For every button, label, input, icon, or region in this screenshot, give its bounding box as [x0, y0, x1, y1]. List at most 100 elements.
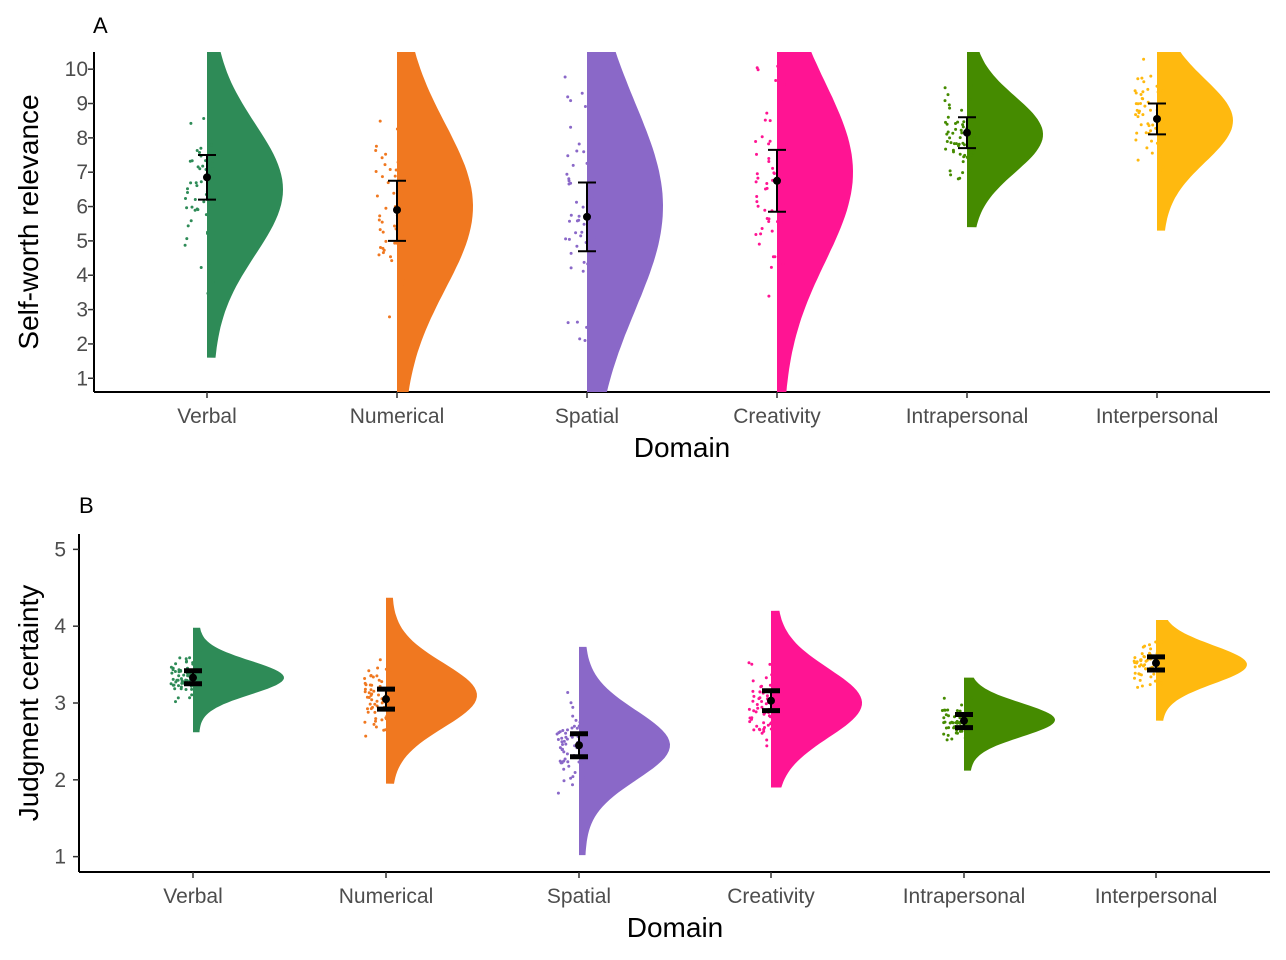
- y-tick-label: 2: [76, 333, 88, 356]
- data-point: [183, 243, 187, 247]
- data-point: [570, 726, 574, 730]
- data-point: [1133, 671, 1137, 675]
- data-point: [1152, 672, 1156, 676]
- data-point: [968, 98, 972, 101]
- data-point: [756, 706, 760, 710]
- data-point: [752, 694, 756, 698]
- data-point: [561, 747, 564, 751]
- data-point: [580, 780, 584, 784]
- data-point: [366, 707, 369, 711]
- data-point: [379, 246, 382, 249]
- data-point: [575, 726, 579, 730]
- data-point: [558, 746, 562, 750]
- data-point: [1136, 102, 1140, 106]
- data-point: [1160, 681, 1163, 685]
- data-point: [207, 227, 211, 231]
- data-point: [562, 767, 566, 771]
- data-point: [374, 717, 378, 721]
- data-point: [169, 682, 173, 686]
- data-point: [190, 205, 194, 209]
- data-point: [1150, 151, 1154, 155]
- data-point: [211, 159, 215, 163]
- data-point: [580, 784, 583, 788]
- data-point: [375, 699, 379, 703]
- data-point: [571, 705, 575, 709]
- data-point: [578, 723, 582, 727]
- data-point: [210, 143, 213, 147]
- data-point: [585, 743, 589, 747]
- data-point: [208, 261, 212, 265]
- data-point: [767, 220, 771, 223]
- data-point: [367, 669, 371, 673]
- data-point: [196, 165, 200, 169]
- density-violin-numerical: [386, 597, 477, 784]
- x-tick-label: Verbal: [163, 885, 223, 908]
- data-point: [1158, 122, 1162, 126]
- data-point: [188, 696, 192, 700]
- data-point: [213, 231, 217, 235]
- data-point: [1148, 651, 1151, 655]
- data-point: [752, 728, 756, 732]
- data-point: [762, 729, 766, 733]
- data-point: [772, 171, 776, 175]
- density-violin-spatial: [579, 646, 670, 856]
- data-point: [402, 255, 406, 259]
- data-point: [564, 237, 568, 241]
- data-point: [754, 233, 758, 236]
- data-point: [374, 725, 378, 729]
- data-point: [380, 175, 384, 179]
- data-point: [184, 678, 188, 682]
- mean-point: [960, 716, 968, 725]
- density-violin-numerical: [397, 52, 473, 392]
- data-point: [364, 683, 368, 687]
- data-point: [961, 125, 965, 129]
- data-point: [564, 731, 568, 735]
- data-point: [363, 677, 367, 680]
- data-point: [401, 194, 405, 198]
- data-point: [1150, 139, 1153, 143]
- panel-label-b: B: [79, 493, 94, 518]
- data-point: [771, 166, 775, 170]
- data-point: [377, 678, 381, 682]
- data-point: [1139, 123, 1143, 127]
- data-point: [943, 708, 947, 712]
- data-point: [1133, 676, 1136, 680]
- data-point: [961, 141, 965, 145]
- data-point: [767, 142, 771, 146]
- data-point: [751, 689, 755, 693]
- data-point: [180, 681, 184, 685]
- data-point: [755, 172, 759, 176]
- data-point: [185, 206, 189, 210]
- data-point: [1138, 678, 1142, 682]
- data-point: [1160, 671, 1163, 675]
- data-point: [1151, 123, 1155, 127]
- panel-b-certainty: B Domain Judgment certainty 1 2 3 4 5 Verbal N…: [13, 493, 1270, 943]
- data-point: [568, 219, 571, 223]
- data-point: [189, 219, 193, 223]
- data-point: [1136, 77, 1140, 81]
- data-point: [566, 95, 570, 99]
- data-point: [777, 739, 781, 743]
- data-point: [770, 229, 774, 233]
- data-point: [561, 743, 564, 746]
- data-point: [402, 189, 406, 193]
- data-point: [569, 99, 573, 103]
- data-point: [1155, 141, 1159, 145]
- data-point: [583, 339, 587, 342]
- data-point: [767, 157, 771, 160]
- density-violin-verbal: [207, 52, 283, 358]
- data-point: [199, 266, 203, 269]
- data-point: [949, 173, 953, 177]
- x-tick-label: Numerical: [350, 405, 445, 428]
- data-point: [782, 83, 786, 86]
- data-point: [768, 683, 772, 687]
- data-point: [768, 662, 772, 666]
- data-point: [965, 155, 969, 159]
- data-point: [184, 660, 188, 664]
- data-point: [373, 702, 377, 706]
- data-point: [389, 255, 392, 259]
- data-point: [186, 224, 190, 228]
- data-point: [571, 775, 575, 779]
- data-point: [395, 127, 399, 131]
- data-point: [368, 683, 372, 687]
